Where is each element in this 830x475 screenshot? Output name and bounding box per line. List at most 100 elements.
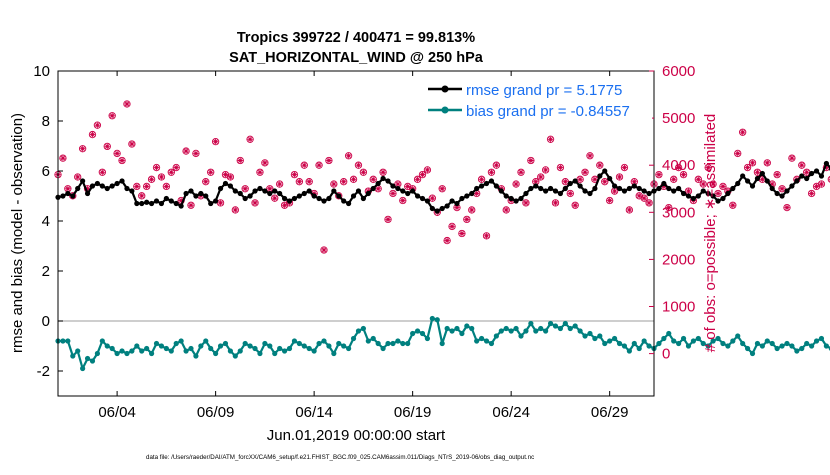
obs-assimilated-marker (823, 164, 829, 171)
bias-point (360, 325, 366, 332)
bias-point (434, 317, 440, 323)
rmse-point (183, 190, 189, 197)
obs-assimilated-marker (173, 164, 179, 171)
obs-assimilated-marker (562, 179, 568, 185)
rmse-point (370, 185, 376, 192)
obs-possible-marker (325, 156, 333, 165)
obs-assimilated-marker (636, 193, 642, 199)
obs-possible-marker (384, 215, 392, 224)
obs-possible-marker (187, 201, 195, 209)
rmse-point (592, 185, 598, 192)
bias-point (552, 323, 559, 329)
rmse-point (705, 190, 711, 197)
obs-assimilated-marker (764, 160, 770, 166)
obs-assimilated-marker (547, 136, 554, 142)
rmse-point (336, 193, 342, 199)
obs-assimilated-marker (799, 162, 805, 168)
rmse-point (99, 183, 105, 189)
bias-point (198, 343, 204, 349)
rmse-point (424, 198, 431, 204)
obs-possible-marker (335, 192, 343, 200)
bias-point (656, 340, 662, 347)
bias-point (262, 340, 268, 347)
bias-point (631, 340, 637, 347)
rmse-point (203, 193, 209, 199)
obs-assimilated-marker (414, 176, 421, 182)
obs-possible-marker (305, 178, 313, 186)
obs-assimilated-marker (134, 183, 140, 189)
rmse-point (380, 175, 386, 182)
rmse-point (597, 173, 603, 179)
obs-assimilated-marker (572, 202, 578, 208)
obs-assimilated-marker (99, 169, 105, 175)
bias-point (203, 338, 209, 344)
obs-possible-marker (143, 182, 151, 191)
bias-point (779, 343, 785, 349)
bias-point (281, 348, 288, 354)
bias-point (607, 338, 613, 344)
rmse-point (419, 195, 426, 202)
obs-possible-marker (773, 170, 781, 179)
obs-possible-marker (443, 236, 451, 245)
obs-assimilated-marker (281, 202, 288, 208)
obs-assimilated-marker (124, 101, 130, 107)
bias-point (715, 335, 721, 342)
obs-possible-marker (349, 175, 358, 183)
bias-point (646, 343, 652, 349)
rmse-point (144, 199, 150, 205)
obs-assimilated-marker (178, 197, 184, 204)
obs-assimilated-marker (533, 179, 539, 185)
obs-assimilated-marker (611, 188, 618, 194)
obs-possible-marker (699, 180, 707, 188)
rmse-point (434, 208, 440, 214)
rmse-point (720, 195, 726, 202)
rmse-point (237, 190, 243, 197)
obs-assimilated-marker (607, 197, 613, 204)
bias-point (794, 348, 800, 354)
bias-point (597, 333, 603, 339)
bias-point (700, 340, 706, 347)
bias-point (326, 343, 332, 349)
rmse-point (602, 168, 608, 174)
obs-assimilated-marker (479, 176, 485, 182)
obs-assimilated-marker (695, 176, 701, 182)
right-y-tick-label: 6000 (662, 63, 695, 80)
bias-point (301, 343, 307, 349)
rmse-series (55, 160, 830, 214)
right-y-tick-label: 0 (662, 346, 670, 363)
obs-assimilated-marker (109, 113, 115, 119)
obs-possible-marker (704, 163, 712, 172)
bias-point (148, 350, 155, 357)
obs-possible-marker (69, 192, 77, 200)
obs-assimilated-marker (469, 207, 475, 213)
obs-assimilated-marker (715, 190, 721, 197)
obs-assimilated-marker (158, 174, 165, 180)
obs-possible-marker (788, 154, 796, 162)
bias-point (286, 345, 293, 352)
rmse-point (779, 193, 785, 199)
bias-point (70, 353, 76, 359)
rmse-point (168, 198, 174, 204)
bias-point (572, 323, 578, 329)
rmse-point (134, 200, 140, 207)
rmse-point (685, 193, 692, 199)
obs-assimilated-marker (518, 169, 524, 175)
obs-assimilated-marker (321, 247, 327, 253)
bias-point (139, 348, 145, 354)
bias-point (311, 348, 317, 354)
obs-assimilated-marker (779, 186, 785, 192)
rmse-point (710, 193, 716, 199)
obs-possible-marker (113, 149, 121, 158)
obs-possible-marker (399, 196, 407, 205)
obs-possible-marker (694, 175, 702, 183)
bias-point (267, 343, 273, 349)
obs-assimilated-marker (104, 143, 110, 149)
obs-possible-marker (300, 161, 308, 169)
obs-possible-marker (586, 152, 594, 160)
bias-point (119, 348, 125, 354)
bias-point (247, 343, 253, 349)
obs-assimilated-marker (208, 169, 214, 175)
obs-possible-marker (315, 161, 323, 169)
obs-possible-marker (463, 215, 471, 224)
